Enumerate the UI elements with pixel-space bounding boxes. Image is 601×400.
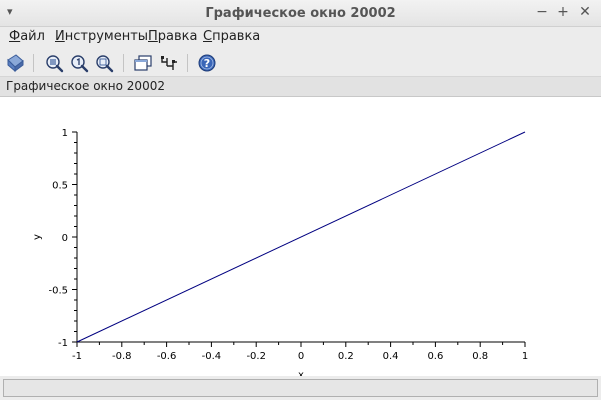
help-icon[interactable]: ? <box>196 52 218 74</box>
x-tick-label: -0.6 <box>157 351 177 362</box>
zoom-area-icon[interactable] <box>93 52 115 74</box>
x-tick-label: 1 <box>522 351 528 362</box>
toolbar-separator <box>123 54 124 72</box>
y-tick-label: 1 <box>62 128 68 139</box>
status-bar <box>0 376 601 400</box>
info-bar: Графическое окно 20002 <box>0 77 601 97</box>
menu-tools[interactable]: Инструменты <box>55 29 149 44</box>
menu-edit[interactable]: Правка <box>148 29 198 44</box>
plot-canvas[interactable]: -1 -0.8 -0.6 -0.4 -0.2 0 0.2 0.4 0.6 0.8 1 1 0.5 0 -0.… <box>0 97 601 376</box>
x-tick-label: 0.2 <box>338 351 354 362</box>
y-tick-label: -0.5 <box>48 286 68 297</box>
windows-icon[interactable] <box>132 52 154 74</box>
menu-help[interactable]: Справка <box>203 29 261 44</box>
datatip-icon[interactable] <box>158 52 180 74</box>
info-bar-text: Графическое окно 20002 <box>6 79 165 93</box>
status-field <box>3 379 598 397</box>
y-tick-label: 0.5 <box>52 181 68 192</box>
window-menu-icon[interactable]: ▾ <box>7 5 13 18</box>
toolbar-separator <box>33 54 34 72</box>
x-tick-label: -0.4 <box>202 351 222 362</box>
toolbar-separator <box>187 54 188 72</box>
x-tick-label: -0.8 <box>112 351 132 362</box>
zoom-original-icon[interactable] <box>68 52 90 74</box>
series-line-0 <box>76 131 526 343</box>
minimize-icon[interactable]: − <box>536 4 548 20</box>
x-tick-label: 0 <box>298 351 304 362</box>
toolbar: ? <box>0 49 601 77</box>
rotate-icon[interactable] <box>4 52 26 74</box>
y-tick-label: -1 <box>58 338 68 349</box>
zoom-grid-icon[interactable] <box>43 52 65 74</box>
menubar: Файл Инструменты Правка Справка <box>0 27 601 49</box>
svg-text:?: ? <box>204 57 210 70</box>
maximize-icon[interactable]: + <box>557 4 569 20</box>
x-tick-label: 0.8 <box>472 351 488 362</box>
x-tick-label: -0.2 <box>246 351 266 362</box>
x-tick-label: -1 <box>72 351 82 362</box>
x-axis-label: x <box>298 370 304 376</box>
plot-svg: -1 -0.8 -0.6 -0.4 -0.2 0 0.2 0.4 0.6 0.8 1 1 0.5 0 -0.… <box>32 128 528 376</box>
menu-file[interactable]: Файл <box>9 29 45 44</box>
y-axis-label: y <box>32 234 43 240</box>
x-tick-label: 0.6 <box>427 351 443 362</box>
close-icon[interactable]: ✕ <box>579 4 591 20</box>
x-tick-label: 0.4 <box>383 351 399 362</box>
y-tick-label: 0 <box>62 233 68 244</box>
window-title: Графическое окно 20002 <box>205 6 396 21</box>
window-titlebar: ▾ Графическое окно 20002 − + ✕ <box>0 0 601 27</box>
